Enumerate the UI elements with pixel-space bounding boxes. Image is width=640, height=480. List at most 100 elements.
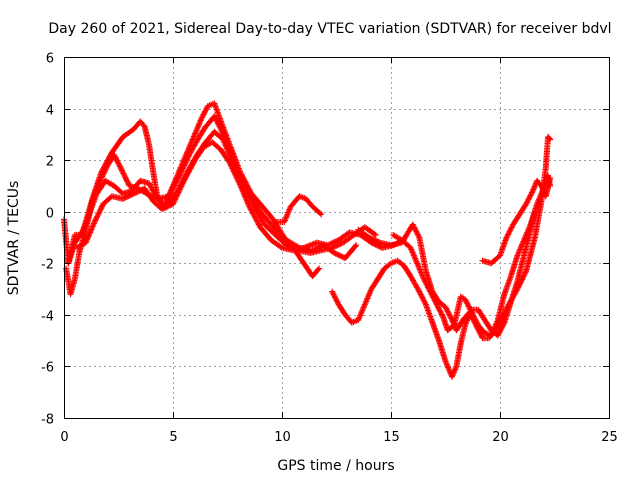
data-point <box>99 173 106 180</box>
data-point <box>161 204 168 211</box>
data-point <box>97 177 104 184</box>
grid-lines <box>64 57 609 418</box>
data-point <box>546 135 553 142</box>
y-tick-label: 2 <box>46 155 54 170</box>
data-point <box>338 253 345 260</box>
data-point <box>353 242 360 249</box>
data-point <box>314 266 321 273</box>
data-point <box>375 239 382 246</box>
data-point <box>101 167 108 174</box>
data-point <box>92 216 99 223</box>
data-point <box>331 239 338 246</box>
data-point <box>128 191 135 198</box>
y-tick-label: 4 <box>46 104 54 119</box>
axis-ticks: 0 5 10 15 20 25 -8 -6 -4 -2 0 2 4 6 <box>41 52 618 446</box>
data-point <box>123 193 130 200</box>
data-point <box>117 164 124 171</box>
series-track-8 <box>390 172 554 339</box>
data-point <box>520 273 527 280</box>
y-tick-label: -4 <box>41 310 54 325</box>
data-point <box>102 166 109 173</box>
data-point <box>366 234 373 241</box>
data-point <box>122 174 129 181</box>
data-point <box>96 209 103 216</box>
y-axis-label: SDTVAR / TECUs <box>6 181 22 296</box>
y-tick-label: -8 <box>41 413 54 428</box>
chart-title: Day 260 of 2021, Sidereal Day-to-day VTE… <box>48 21 611 37</box>
data-point <box>126 192 133 199</box>
data-point <box>137 187 144 194</box>
data-point <box>517 279 524 286</box>
data-point <box>335 251 342 258</box>
data-point <box>122 194 129 201</box>
x-tick-label: 20 <box>492 430 509 445</box>
data-point <box>167 202 174 209</box>
data-point <box>326 241 333 248</box>
data-point <box>121 173 128 180</box>
data-point <box>120 170 127 177</box>
data-point <box>327 240 334 247</box>
data-point <box>334 251 341 258</box>
data-point <box>124 178 131 185</box>
data-point <box>118 166 125 173</box>
data-point <box>316 210 323 217</box>
data-point <box>371 237 378 244</box>
data-point <box>518 277 525 284</box>
data-point <box>94 212 101 219</box>
data-point <box>136 188 143 195</box>
y-tick-label: -6 <box>41 361 54 376</box>
data-point <box>318 211 325 218</box>
data-point <box>521 270 528 277</box>
data-point <box>99 172 106 179</box>
data-point <box>98 203 105 210</box>
y-tick-label: 0 <box>46 207 54 222</box>
data-point <box>163 204 170 211</box>
y-tick-label: -2 <box>41 258 54 273</box>
data-point <box>121 195 128 202</box>
data-point <box>371 230 378 237</box>
data-point <box>123 177 130 184</box>
data-point <box>370 236 377 243</box>
series-track-9 <box>479 175 554 267</box>
data-point <box>119 169 126 176</box>
data-point <box>517 280 524 287</box>
data-point <box>97 176 104 183</box>
series-track-4 <box>74 139 408 254</box>
data-point <box>164 203 171 210</box>
data-point <box>129 191 136 198</box>
x-tick-label: 25 <box>601 430 618 445</box>
data-point <box>516 281 523 288</box>
data-point <box>121 171 128 178</box>
x-axis-label: GPS time / hours <box>277 458 394 474</box>
data-point <box>328 240 335 247</box>
data-point <box>332 238 339 245</box>
series-track-5 <box>272 193 325 226</box>
data-point <box>330 239 337 246</box>
data-point <box>96 207 103 214</box>
x-tick-label: 15 <box>383 430 400 445</box>
data-point <box>94 213 101 220</box>
data-point <box>93 214 100 221</box>
data-point <box>374 238 381 245</box>
data-point <box>514 286 521 293</box>
data-point <box>165 202 172 209</box>
x-tick-label: 5 <box>169 430 177 445</box>
data-point <box>119 195 126 202</box>
data-point <box>336 252 343 259</box>
data-point <box>130 190 137 197</box>
plot-frame <box>64 57 610 419</box>
data-point <box>159 206 166 213</box>
data-point <box>123 175 130 182</box>
data-point <box>547 136 554 143</box>
data-point <box>316 265 323 272</box>
data-point <box>103 165 110 172</box>
data-point <box>521 272 528 279</box>
data-point <box>372 231 379 238</box>
data-point <box>519 276 526 283</box>
data-point <box>277 243 284 250</box>
data-point <box>97 206 104 213</box>
data-points <box>61 100 554 380</box>
data-point <box>119 167 126 174</box>
data-point <box>515 283 522 290</box>
